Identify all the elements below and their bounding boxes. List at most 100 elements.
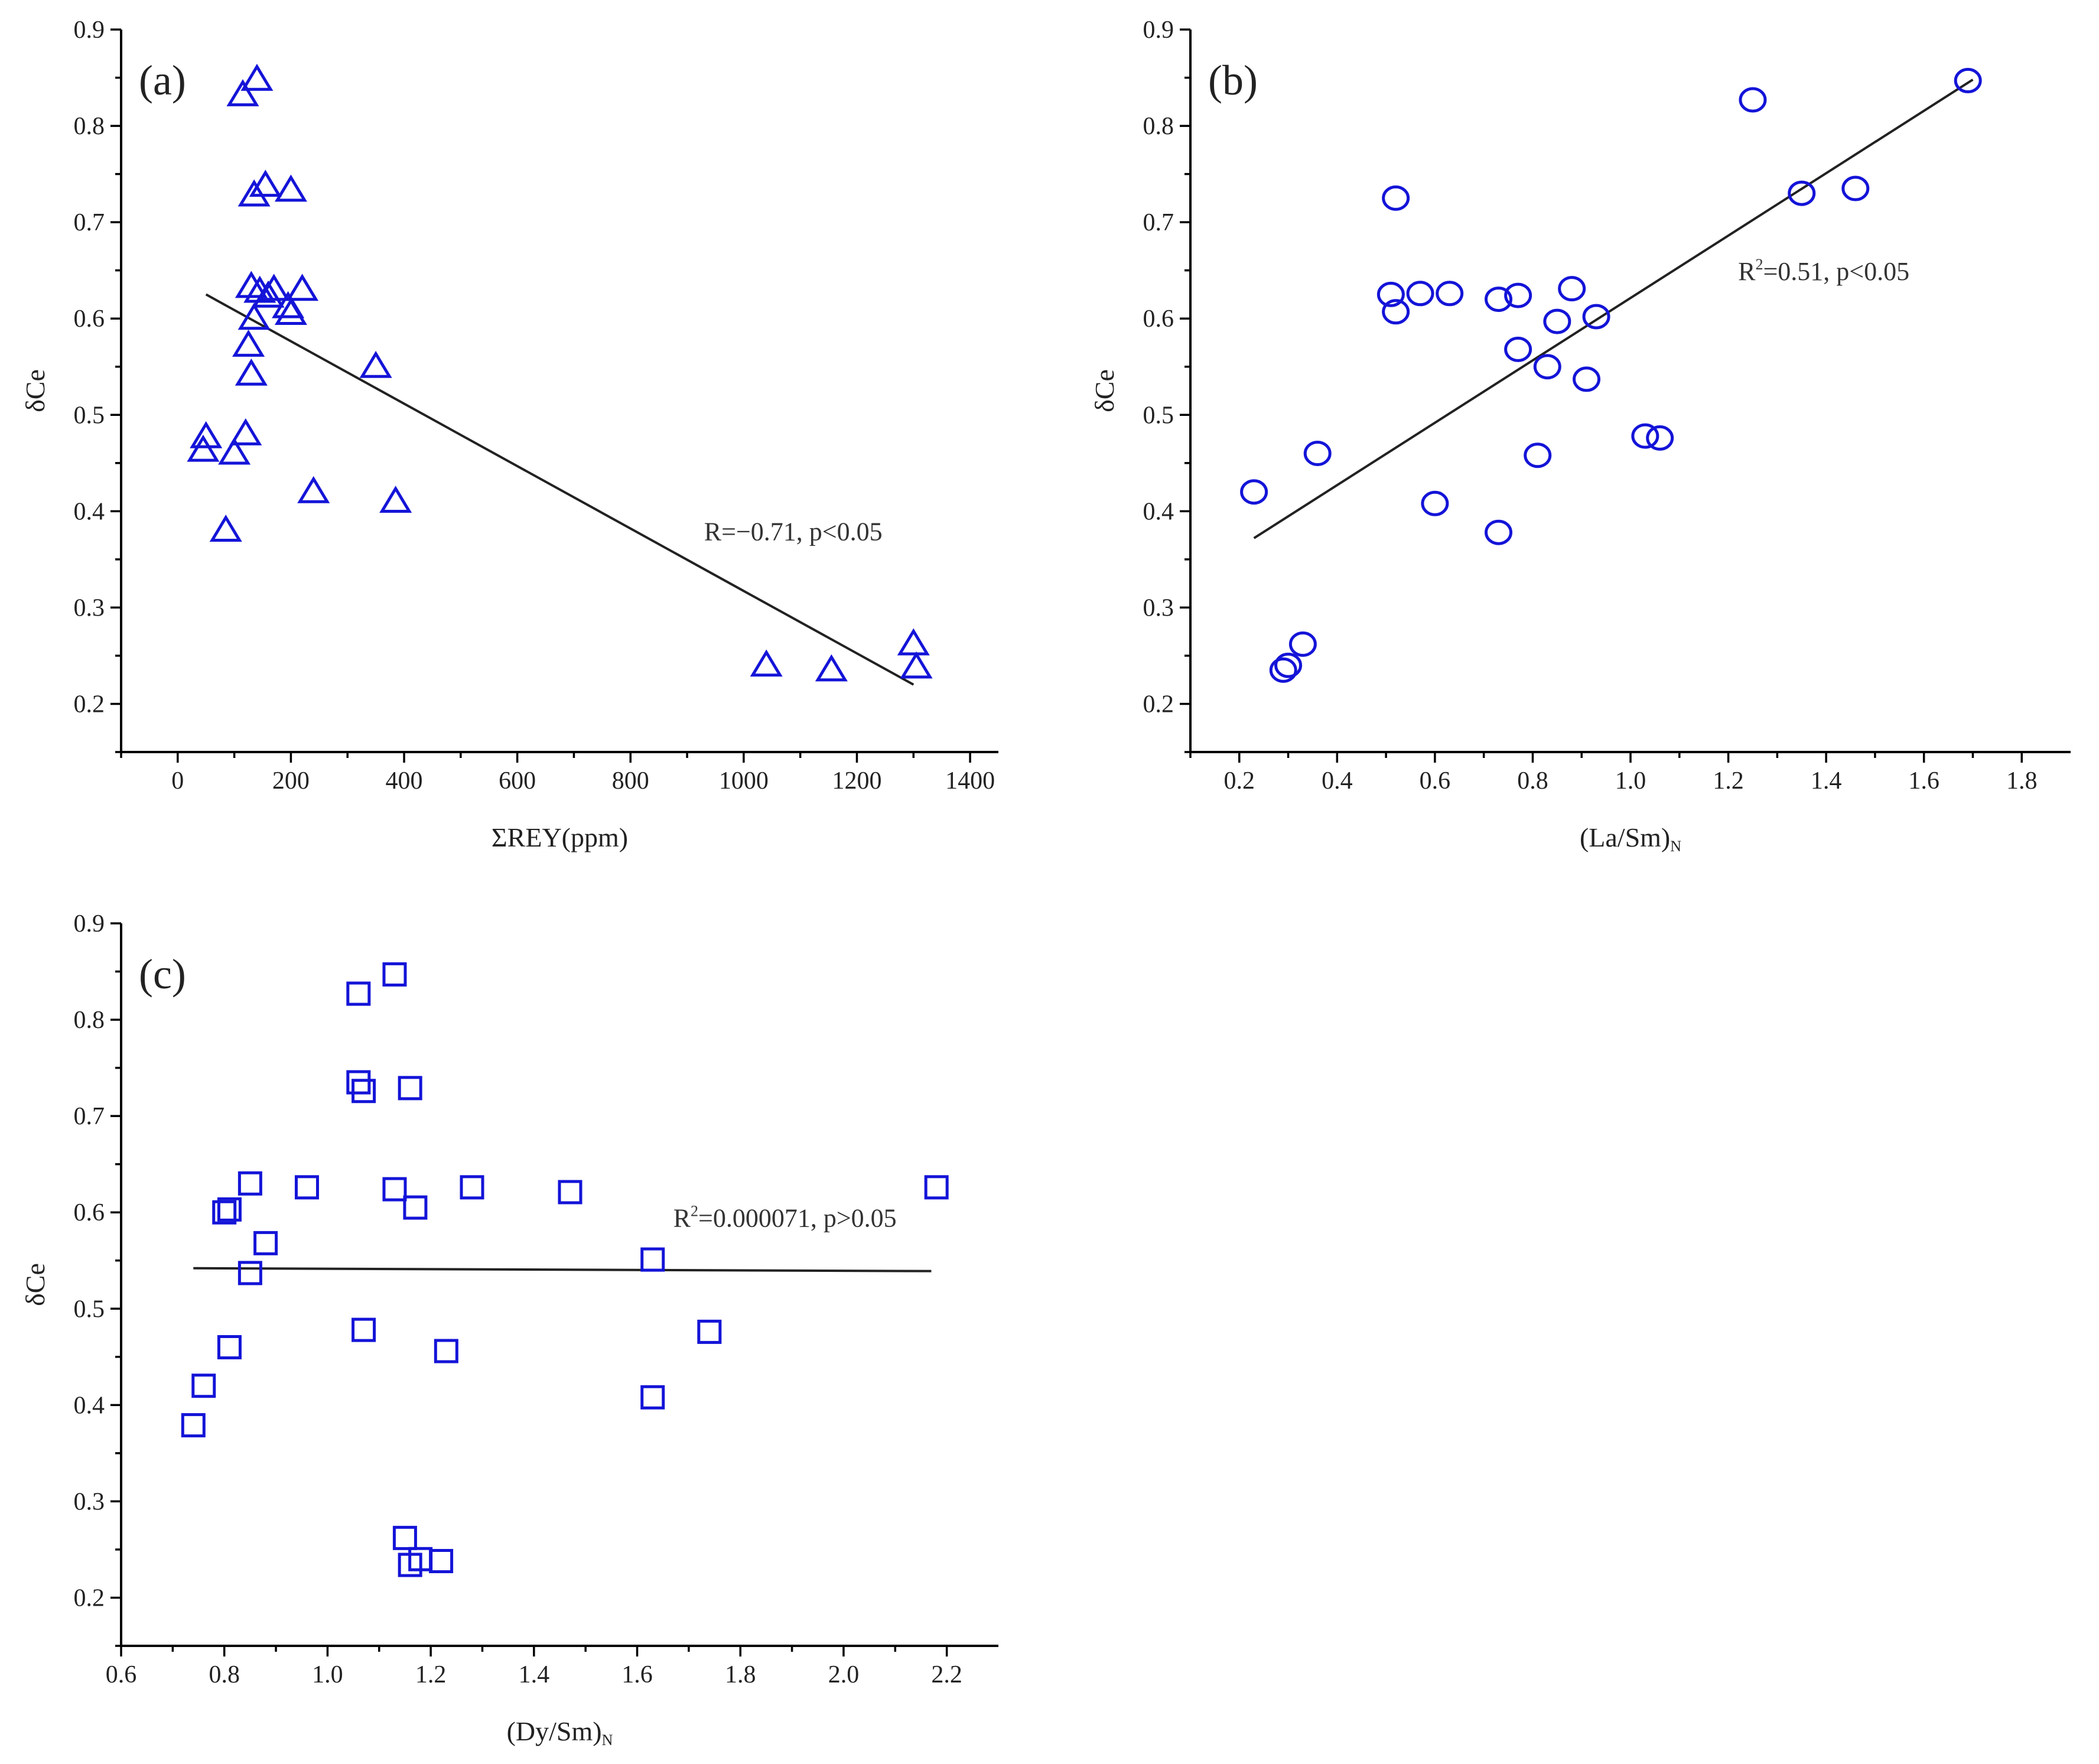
- regression-annotation: R=−0.71, p<0.05: [704, 517, 883, 546]
- x-axis-title: ΣREY(ppm): [492, 822, 628, 852]
- data-point-circle: [1406, 281, 1434, 307]
- data-points: [187, 63, 933, 682]
- data-point-square: [434, 1339, 458, 1363]
- y-tick-label: 0.3: [74, 1488, 105, 1515]
- x-tick-label: 2.0: [828, 1661, 860, 1688]
- data-point-triangle: [187, 434, 220, 462]
- data-point-triangle: [232, 329, 265, 357]
- y-tick-label: 0.8: [74, 113, 105, 140]
- data-point-circle: [1788, 180, 1816, 206]
- y-tick-label: 0.9: [1143, 17, 1174, 44]
- x-tick-label: 0.6: [106, 1661, 137, 1688]
- data-point-square: [191, 1374, 216, 1398]
- x-tick-label: 2.2: [931, 1661, 962, 1688]
- data-point-circle: [1631, 423, 1659, 449]
- data-point-square: [403, 1195, 428, 1220]
- data-point-triangle: [359, 350, 392, 378]
- data-point-circle: [1240, 479, 1268, 505]
- data-point-circle: [1504, 336, 1532, 362]
- x-tick-label: 200: [272, 767, 310, 795]
- x-tick-label: 0: [171, 767, 184, 795]
- panel-label: (b): [1208, 57, 1258, 104]
- data-point-triangle: [815, 654, 848, 682]
- x-tick-label: 400: [386, 767, 423, 795]
- y-tick-label: 0.8: [1143, 113, 1174, 140]
- data-point-square: [640, 1247, 665, 1272]
- x-axis-title: (Dy/Sm)N: [507, 1716, 613, 1749]
- x-tick-label: 0.2: [1224, 767, 1255, 795]
- y-tick-label: 0.4: [74, 1392, 105, 1419]
- y-axis-title: δCe: [20, 369, 50, 412]
- data-point-circle: [1582, 304, 1610, 330]
- data-point-square: [382, 1177, 407, 1202]
- y-tick-label: 0.6: [74, 1199, 105, 1226]
- data-point-circle: [1558, 276, 1586, 302]
- x-axis-title-main: ΣREY(ppm): [492, 822, 628, 852]
- data-point-triangle: [209, 515, 242, 542]
- data-point-triangle: [900, 651, 933, 679]
- data-point-square: [460, 1175, 484, 1200]
- panel-a: 0.2 0.3 0.4 0.5 0.6 0.7 0.8 0.9 0 200 400 600 800 100…: [20, 17, 998, 852]
- data-point-square: [429, 1549, 454, 1574]
- y-axis-title: δCe: [1089, 369, 1120, 412]
- y-tick-label: 0.4: [74, 498, 105, 525]
- regression-line: [205, 293, 915, 686]
- y-tick-label: 0.3: [74, 594, 105, 621]
- data-point-square: [558, 1180, 582, 1205]
- x-tick-label: 800: [612, 767, 649, 795]
- data-point-circle: [1303, 440, 1332, 466]
- data-point-triangle: [226, 79, 259, 106]
- panel-c: 0.2 0.3 0.4 0.5 0.6 0.7 0.8 0.9 0.6 0.8 1.0 1.2 1.4 1…: [20, 910, 998, 1749]
- data-point-triangle: [274, 298, 307, 326]
- x-tick-label: 1.4: [519, 1661, 550, 1688]
- x-tick-label: 1000: [719, 767, 769, 795]
- data-point-circle: [1739, 87, 1767, 113]
- annotation-main: R=−0.71, p<0.05: [704, 517, 883, 546]
- data-point-triangle: [252, 280, 285, 308]
- y-tick-label: 0.3: [1143, 594, 1174, 621]
- data-point-circle: [1646, 425, 1674, 451]
- data-point-circle: [1485, 519, 1512, 545]
- data-point-triangle: [237, 179, 271, 207]
- annotation-rest: =0.000071, p>0.05: [698, 1204, 897, 1233]
- x-tick-label: 0.6: [1420, 767, 1451, 795]
- y-tick-label: 0.4: [1143, 498, 1174, 525]
- data-point-triangle: [240, 63, 274, 91]
- x-axis-title: (La/Sm)N: [1580, 822, 1681, 855]
- data-point-triangle: [274, 174, 307, 202]
- y-tick-label: 0.9: [74, 910, 105, 938]
- y-axis-title: δCe: [20, 1263, 50, 1306]
- y-tick-label: 0.2: [74, 1584, 105, 1612]
- data-point-triangle: [897, 628, 930, 656]
- data-point-circle: [1954, 67, 1982, 93]
- y-tick-label: 0.5: [1143, 402, 1174, 429]
- annotation-rest: =0.51, p<0.05: [1763, 257, 1909, 286]
- x-tick-label: 1.8: [725, 1661, 756, 1688]
- x-tick-label: 1.8: [2006, 767, 2038, 795]
- data-point-circle: [1504, 282, 1532, 308]
- annotation-main: R: [1738, 257, 1756, 286]
- data-point-square: [697, 1319, 722, 1344]
- data-point-square: [294, 1175, 319, 1200]
- panel-label: (a): [139, 57, 186, 104]
- y-tick-label: 0.9: [74, 17, 105, 44]
- y-tick-label: 0.2: [1143, 691, 1174, 718]
- x-tick-label: 1.2: [1713, 767, 1744, 795]
- x-tick-label: 1200: [832, 767, 881, 795]
- data-point-triangle: [297, 476, 330, 503]
- y-tick-label: 0.8: [74, 1007, 105, 1034]
- y-tick-label: 0.7: [74, 209, 105, 236]
- data-point-triangle: [235, 358, 268, 386]
- data-point-square: [398, 1076, 422, 1101]
- data-point-triangle: [286, 274, 319, 301]
- data-points: [181, 962, 949, 1577]
- x-tick-label: 1.2: [415, 1661, 447, 1688]
- data-point-circle: [1841, 175, 1870, 201]
- data-point-square: [237, 1171, 262, 1196]
- data-point-square: [382, 962, 407, 987]
- data-point-square: [352, 1317, 376, 1342]
- data-point-circle: [1543, 308, 1571, 334]
- regression-line: [193, 1267, 932, 1272]
- data-point-square: [181, 1413, 206, 1438]
